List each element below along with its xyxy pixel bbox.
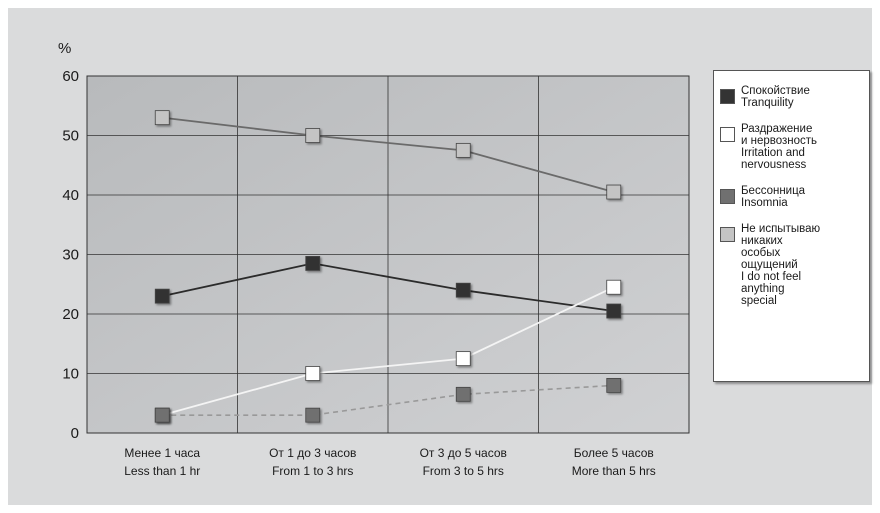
data-point <box>154 407 170 423</box>
x-category-label: Менее 1 часа Less than 1 hr <box>124 446 200 478</box>
y-tick-label: 40 <box>62 187 79 204</box>
y-tick-label: 60 <box>62 68 79 85</box>
data-point <box>305 128 321 143</box>
series-line <box>162 384 614 416</box>
data-point <box>606 184 622 200</box>
legend-swatch <box>720 189 735 204</box>
data-point <box>606 377 622 393</box>
data-point <box>305 366 321 381</box>
data-point <box>305 407 321 423</box>
legend-label: Раздражение и нервозность Irritation and… <box>741 123 818 171</box>
legend-label: Спокойствие Tranquility <box>741 85 810 109</box>
chart-panel: 0 10 20 30 40 50 60 Менее 1 часа Less than 1 hr О… <box>8 8 872 505</box>
legend-label: Бессонница Insomnia <box>741 185 806 209</box>
legend-item: Не испытываю никаких особых ощущений I d… <box>720 223 863 307</box>
data-point <box>606 303 622 319</box>
series-line <box>162 116 614 193</box>
chart-plot: 0 10 20 30 40 50 60 Менее 1 часа Less than 1 hr О… <box>58 40 690 478</box>
x-category-label: От 1 до 3 часов From 1 to 3 hrs <box>269 446 356 478</box>
y-tick-label: 0 <box>71 425 79 442</box>
y-tick-label: 20 <box>62 306 79 323</box>
y-tick-label: 30 <box>62 247 79 264</box>
data-point <box>305 256 321 271</box>
y-tick-label: 50 <box>62 128 79 145</box>
data-point <box>154 288 170 304</box>
series-line <box>162 262 614 312</box>
data-point <box>455 142 471 158</box>
legend-item: Спокойствие Tranquility <box>720 85 863 109</box>
data-point <box>455 282 471 298</box>
x-category-label: От 3 до 5 часов From 3 to 5 hrs <box>420 446 507 478</box>
legend-swatch <box>720 127 735 142</box>
data-point <box>154 110 170 126</box>
x-category-label: Более 5 часов More than 5 hrs <box>572 446 656 478</box>
legend-item: Бессонница Insomnia <box>720 185 863 209</box>
legend-item: Раздражение и нервозность Irritation and… <box>720 123 863 171</box>
legend-swatch <box>720 89 735 104</box>
data-point <box>606 279 622 295</box>
legend-label: Не испытываю никаких особых ощущений I d… <box>741 223 821 307</box>
data-point <box>455 351 471 367</box>
y-axis-label: % <box>58 40 71 57</box>
data-point <box>455 386 471 402</box>
series-line <box>162 286 615 417</box>
y-tick-label: 10 <box>62 366 79 383</box>
legend-swatch <box>720 227 735 242</box>
legend: Спокойствие Tranquility Раздражение и нер… <box>713 70 870 382</box>
